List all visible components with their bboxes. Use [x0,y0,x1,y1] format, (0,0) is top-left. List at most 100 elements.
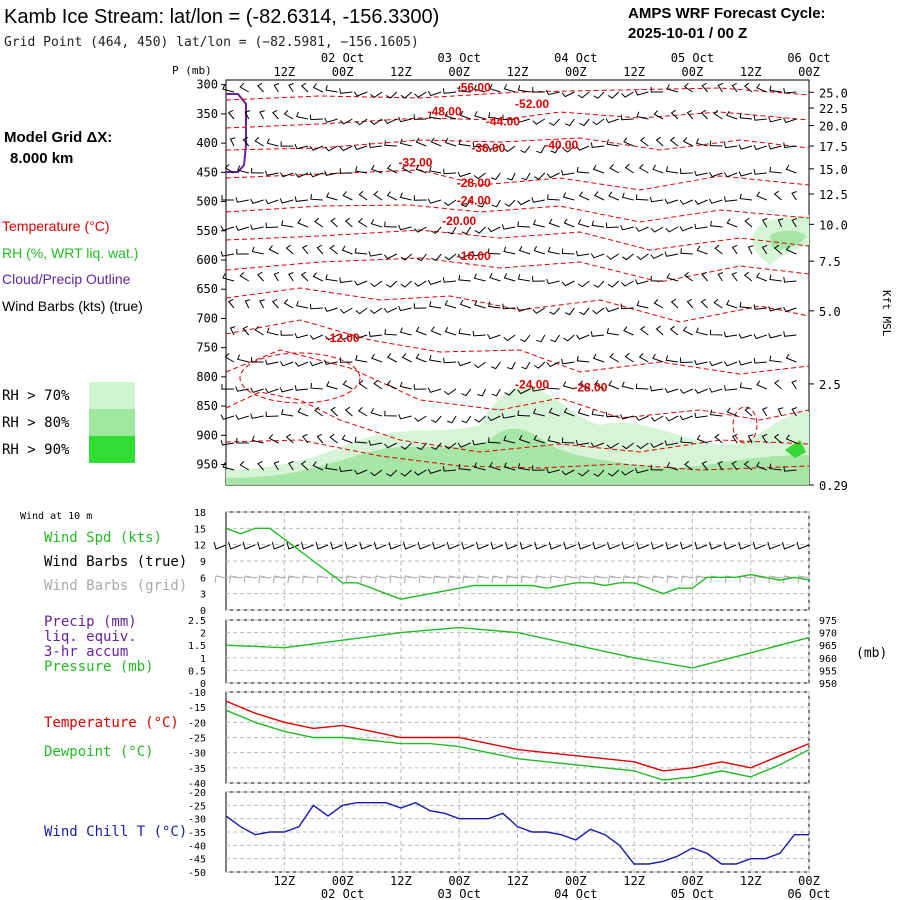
wind-barb-10m [402,541,416,550]
height-tick-label: 7.5 [819,255,841,269]
hour-tick-top: 12Z [623,65,645,79]
wind-barb [717,272,723,282]
wind-barb [546,361,560,368]
date-tick-bottom: 02 Oct [321,887,364,900]
wind-barb-grid [651,575,664,584]
wind-barb [368,331,383,337]
wind-barb [547,246,560,255]
wind-barb [227,298,235,309]
pressure-tick-label: 650 [196,282,218,296]
wind-barb-10m [650,541,664,550]
y-tick-label: -30 [188,749,206,760]
wind-barb [288,83,294,93]
wind-barb [547,383,560,390]
wind-barb [415,137,427,147]
wind-barb [723,361,738,367]
wind-barb [605,222,619,229]
wind-barb [590,253,605,259]
wind-barb [694,170,708,177]
wind-barb [577,280,590,288]
wind-barb [220,414,235,420]
wind-barb-grid [564,575,576,584]
wind-barb [575,250,590,257]
temperature-contour [225,169,810,191]
wind-barb [357,407,368,417]
wind-barb [442,466,457,472]
wind-barb [738,360,753,366]
wind-barb-10m [432,541,445,550]
temperature-contour [225,229,810,251]
wind-barb [401,353,412,363]
wind-barb [461,199,472,208]
temperature-contour [225,439,810,471]
wind-barb [288,461,294,471]
wind-barb [739,112,753,120]
wind-barb [701,271,708,282]
wind-barb [300,82,309,93]
wind-barb [517,410,531,417]
wind-barb [428,112,442,120]
wind-barb [686,298,694,309]
wind-barb [621,381,634,390]
wind-barb [224,164,235,174]
rh-key-label: RH > 80% [2,415,70,431]
wind-barb [457,171,471,178]
wind-barb-10m [607,541,620,550]
wind-barb-grid [243,575,256,584]
wind-barb [624,163,634,174]
wind-barb [563,334,575,342]
wind-barb-10m [534,541,547,550]
hour-tick-bottom: 12Z [623,874,645,888]
wind-barb-grid [433,575,445,584]
wind-barb [679,199,694,205]
wind-barb [413,303,427,309]
wind-barb [744,406,753,417]
wind-barb [294,385,309,391]
wind-barb [518,245,531,255]
wind-barb [683,82,694,93]
wind-barb [532,276,545,282]
wind-barb [473,84,486,93]
wind-barb [650,442,664,449]
y-tick-label: 2 [200,629,206,640]
wind-barb [344,217,353,228]
contour-label: -16.00 [457,249,491,263]
wind-barb [237,165,249,174]
wind-barb [532,87,545,93]
wind-barb [655,136,664,147]
wind-barb [428,301,442,309]
height-tick-label: 25.0 [819,86,848,100]
wind-barb [609,164,620,174]
wind-barb [386,191,398,201]
wind-barb [744,217,753,228]
wind-barb [490,361,501,370]
contour-label: -28.00 [457,176,491,190]
rh-80-region [226,428,809,485]
height-tick-label: 10.0 [819,218,848,232]
wind-barb [324,306,338,313]
wind-barb [768,117,782,123]
wind-barb [564,307,575,316]
temperature-contour [239,352,361,404]
rh-key-swatch [89,436,135,463]
wind-barb [783,466,797,472]
y-tick-label: 12 [194,541,206,552]
wind-barb-10m [738,541,751,550]
wind-barb [384,442,398,449]
wind-barb [680,168,693,175]
wind-barb [694,412,708,419]
wind-barb [242,136,250,147]
wind-barb-10m [665,541,679,550]
wind-barb [427,279,442,286]
wind-barb [679,388,694,394]
wind-barb [532,465,545,471]
wind-barb [264,170,279,176]
wind-barb [461,226,472,235]
wind-barb [373,379,383,390]
wind-barb [546,172,560,179]
wind-barb [237,354,249,363]
wind-barb [701,82,708,93]
dewpoint-line [225,709,810,781]
wind-barb [280,220,294,228]
date-tick-bottom: 04 Oct [554,887,597,900]
